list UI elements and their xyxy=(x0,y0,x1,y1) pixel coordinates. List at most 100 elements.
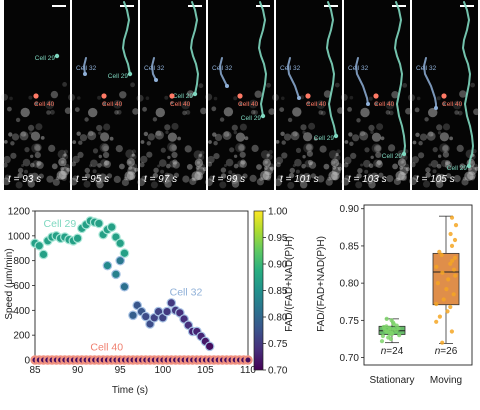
series-cell-32 xyxy=(102,255,215,352)
data-point xyxy=(451,292,456,297)
cell-blob xyxy=(300,95,305,100)
cell-blob xyxy=(36,161,44,169)
cell-blob xyxy=(207,161,213,167)
cell-blob xyxy=(214,133,223,141)
cell-blob xyxy=(195,166,200,170)
cell-blob xyxy=(260,150,270,159)
cell-blob xyxy=(331,161,336,165)
cell-29-track xyxy=(394,1,406,155)
cell-blob xyxy=(83,180,91,188)
y-tick-label: 0 xyxy=(24,356,30,367)
cell-blob xyxy=(244,136,249,141)
cell-blob xyxy=(71,161,77,167)
cell-blob xyxy=(198,153,202,157)
cell-blob xyxy=(405,107,412,115)
y-tick-label: 0.85 xyxy=(340,241,360,252)
cell-blob xyxy=(198,163,205,170)
cell-blob xyxy=(266,153,273,161)
cell-blob xyxy=(352,134,360,142)
cell-blob xyxy=(213,141,218,146)
cell-blob xyxy=(63,153,67,157)
data-point xyxy=(450,258,455,263)
data-point xyxy=(451,267,457,272)
cell-blob xyxy=(412,140,417,145)
cell-29-track xyxy=(190,1,199,95)
cell-blob xyxy=(200,107,207,115)
cell-blob xyxy=(63,149,68,154)
cell-blob xyxy=(126,171,136,180)
cell-blob xyxy=(457,110,463,116)
cell-blob xyxy=(152,117,158,122)
cell-blob xyxy=(325,178,333,186)
cell-29-label: Cell 29 xyxy=(173,93,194,100)
cell-blob xyxy=(224,164,227,167)
cell-blob xyxy=(418,152,425,159)
data-point xyxy=(444,287,449,292)
cell-blob xyxy=(132,108,139,115)
cell-blob xyxy=(423,180,430,188)
cell-29-label: Cell 29 xyxy=(314,135,335,142)
cell-blob xyxy=(376,159,382,165)
cell-blob xyxy=(25,175,34,184)
data-point xyxy=(106,222,117,232)
cell-blob xyxy=(212,132,217,137)
cell-blob xyxy=(130,153,137,160)
x-tick-label: 105 xyxy=(197,365,214,376)
cell-blob xyxy=(251,144,259,152)
cell-blob xyxy=(196,161,201,165)
cell-blob xyxy=(147,133,155,141)
cell-blob xyxy=(124,171,134,181)
data-point xyxy=(441,297,446,302)
data-point xyxy=(389,318,394,323)
cell-blob xyxy=(77,151,84,158)
cell-29-marker xyxy=(127,71,133,77)
cell-blob xyxy=(191,177,196,182)
cell-blob xyxy=(350,152,357,159)
cell-blob xyxy=(349,141,354,146)
cell-blob xyxy=(242,173,248,179)
cell-blob xyxy=(27,180,35,188)
cell-blob xyxy=(469,175,476,181)
cell-blob xyxy=(385,100,395,110)
cell-blob xyxy=(60,166,65,171)
speed-scatter-chart: Speed (μm/min) Time (s) FAD/(FAD+NAD(P)H… xyxy=(4,207,295,397)
cell-blob xyxy=(238,145,245,151)
cell-blob xyxy=(205,178,213,187)
cell-blob xyxy=(9,96,13,101)
cell-blob xyxy=(468,166,477,176)
cell-blob xyxy=(185,110,191,115)
cell-blob xyxy=(104,160,110,166)
cell-blob xyxy=(57,149,67,159)
cell-blob xyxy=(337,107,344,114)
cell-blob xyxy=(334,154,341,161)
cell-blob xyxy=(287,181,295,189)
cell-blob xyxy=(60,160,65,165)
cell-blob xyxy=(98,131,102,135)
cell-blob xyxy=(97,95,102,100)
cell-blob xyxy=(341,177,350,186)
cell-blob xyxy=(165,173,174,182)
cell-blob xyxy=(287,117,293,123)
cell-blob xyxy=(368,96,373,101)
cell-blob xyxy=(283,133,292,141)
cell-29-label: Cell 29 xyxy=(447,165,468,172)
data-point xyxy=(449,329,454,334)
cell-blob xyxy=(29,131,33,135)
cell-blob xyxy=(264,166,273,176)
cell-blob xyxy=(129,161,133,165)
series-cell-40 xyxy=(30,355,253,365)
cell-blob xyxy=(198,83,204,89)
cell-blob xyxy=(172,159,178,165)
cell-40-marker xyxy=(101,93,107,99)
cell-blob xyxy=(430,133,434,137)
cell-blob xyxy=(418,141,423,146)
data-point xyxy=(380,333,385,339)
colorbar-tick-label: 0.70 xyxy=(268,366,288,377)
cell-blob xyxy=(140,140,145,144)
cell-blob xyxy=(99,142,109,153)
cell-blob xyxy=(97,163,102,168)
cell-blob xyxy=(233,130,237,135)
cell-blob xyxy=(182,110,187,116)
